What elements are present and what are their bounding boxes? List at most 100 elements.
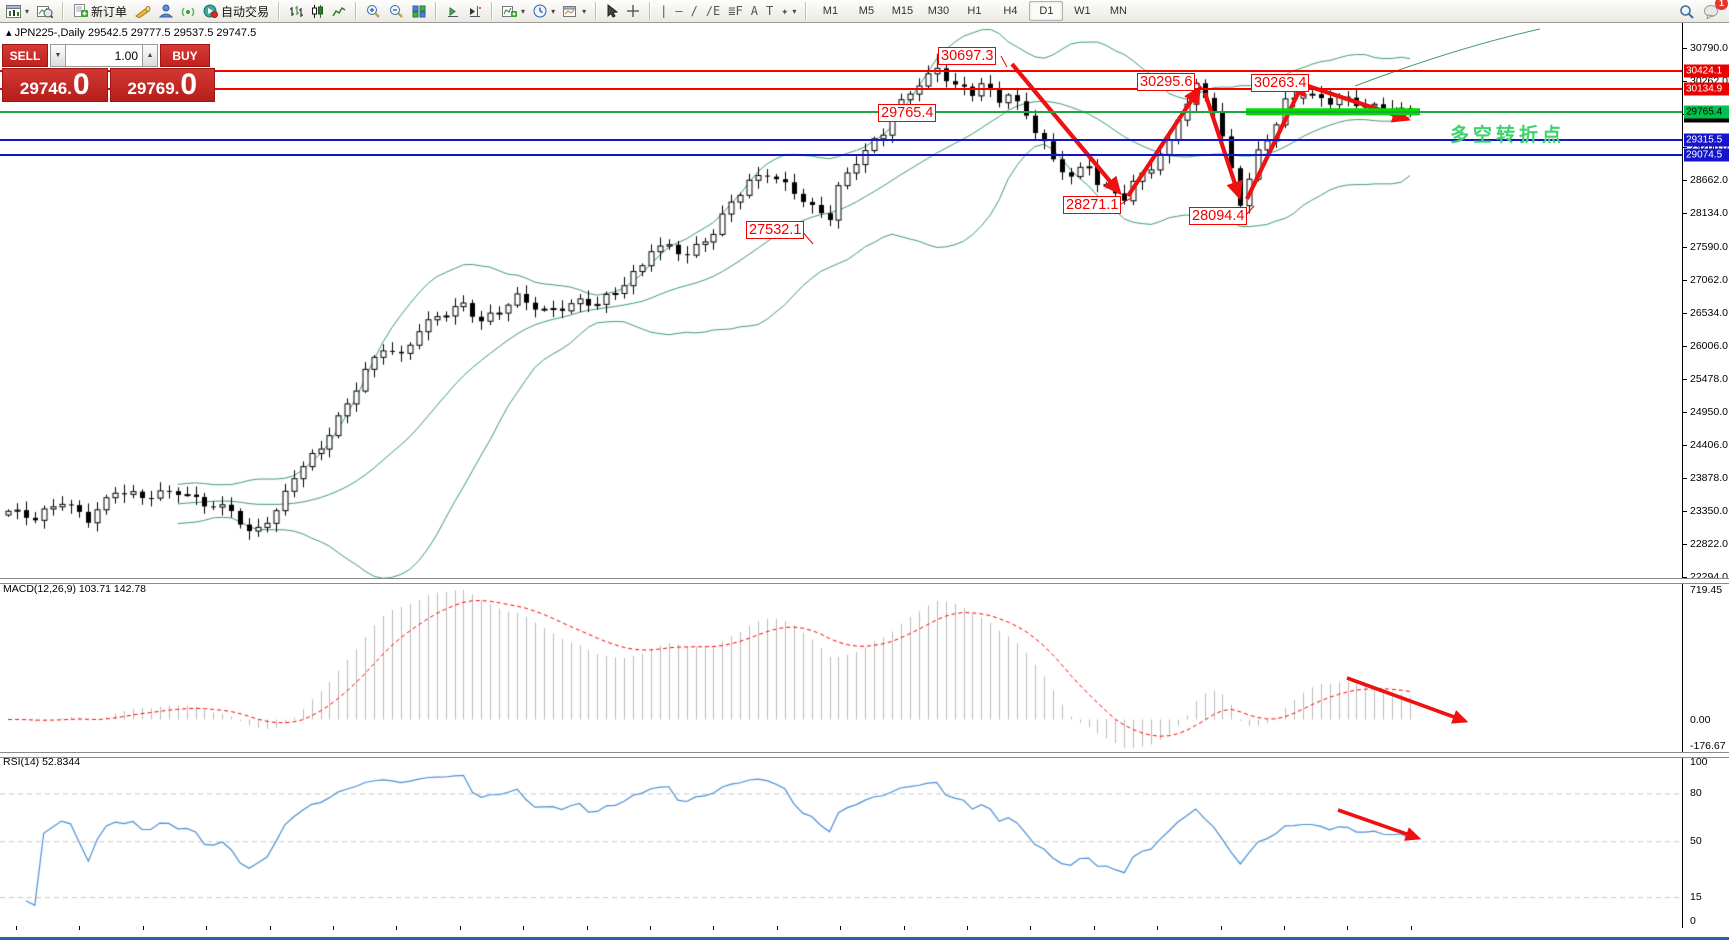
toolbar-separator (278, 2, 281, 20)
toolbar-separator (435, 2, 438, 20)
chart-title: ▴ JPN225-,Daily 29542.5 29777.5 29537.5 … (6, 26, 256, 39)
cursor-button[interactable] (602, 0, 622, 22)
trendline-icon: / (690, 4, 698, 18)
toolbar-separator (62, 2, 65, 20)
broadcast-icon (181, 7, 195, 17)
rsi-indicator-label: RSI(14) 52.8344 (3, 756, 81, 768)
timeframe-d1[interactable]: D1 (1029, 1, 1064, 21)
volume-increase-button[interactable]: ▲ (142, 44, 158, 67)
autotrading-icon (203, 4, 219, 18)
volume-decrease-button[interactable]: ▼ (50, 44, 66, 67)
timeframe-w1[interactable]: W1 (1074, 5, 1091, 17)
text-tool[interactable]: A (747, 0, 762, 22)
search-icon (1680, 4, 1694, 19)
timeframe-h1[interactable]: H1 (967, 5, 982, 17)
buy-price-main: 29769. (127, 79, 180, 98)
panel-collapse-icon[interactable]: ▴ (6, 27, 12, 39)
sell-price-button[interactable]: 29746. 0 (2, 68, 108, 102)
fibonacci-tool[interactable]: ≣F (724, 0, 746, 22)
notifications-button[interactable]: 1 (1699, 0, 1728, 22)
zoom-in-icon (367, 5, 380, 18)
signals-button[interactable] (155, 0, 177, 22)
bar-chart-button[interactable] (285, 0, 307, 22)
dropdown-caret-icon: ▾ (582, 6, 587, 16)
zoom-out-icon (390, 5, 403, 18)
line-chart-icon (332, 6, 346, 16)
search-button[interactable] (1675, 0, 1699, 22)
arrows-icon: ✦ (781, 4, 789, 18)
candlestick-chart-button[interactable] (307, 0, 328, 22)
tile-windows-button[interactable] (408, 0, 430, 22)
timeframe-m30[interactable]: M30 (927, 5, 950, 17)
text-label-icon: T (765, 4, 774, 18)
toolbar-separator (805, 2, 808, 20)
dropdown-caret-icon: ▾ (521, 6, 526, 16)
channel-tool[interactable]: ∕E (702, 0, 724, 22)
zoom-out-button[interactable] (385, 0, 408, 22)
timeframe-h4[interactable]: H4 (1003, 5, 1018, 17)
toolbar-separator (355, 2, 358, 20)
crosshair-button[interactable] (622, 0, 644, 22)
buy-button[interactable]: BUY (160, 44, 210, 67)
toolbar-separator (595, 2, 598, 20)
sell-button[interactable]: SELL (2, 44, 48, 67)
line-chart-button[interactable] (328, 0, 350, 22)
arrows-tool[interactable]: ✦ ▾ (777, 0, 800, 22)
bar-chart-icon (290, 5, 304, 17)
pane-separator (0, 578, 1729, 584)
toolbar-separator (491, 2, 494, 20)
chat-bubble-icon (1704, 4, 1718, 19)
market-icon (135, 5, 151, 18)
horizontal-line-tool[interactable]: — (671, 0, 686, 22)
broadcast-button[interactable] (177, 0, 199, 22)
indicators-button[interactable]: ▾ (498, 0, 529, 22)
market-button[interactable] (131, 0, 155, 22)
volume-input[interactable] (66, 44, 142, 67)
buy-price-pip: 0 (180, 68, 198, 101)
chart-shift-button[interactable] (464, 0, 486, 22)
chart-area: 30790.0 30262.0 29734.0 29206.0 28662.0 28134… (0, 22, 1729, 940)
buy-price-button[interactable]: 29769. 0 (109, 68, 215, 102)
dropdown-caret-icon: ▾ (551, 6, 556, 16)
signals-icon (159, 4, 174, 18)
cursor-icon (607, 4, 619, 18)
auto-scroll-button[interactable] (442, 0, 464, 22)
dropdown-caret-icon: ▾ (792, 6, 797, 16)
chart-canvas[interactable] (0, 22, 1729, 940)
new-order-icon (74, 4, 89, 17)
templates-button[interactable]: ▾ (559, 0, 590, 22)
text-label-tool[interactable]: T (762, 0, 777, 22)
timeframe-m5[interactable]: M5 (858, 5, 875, 17)
tile-windows-icon (412, 5, 426, 17)
text-icon: A (750, 4, 758, 18)
chart-window-button[interactable]: ▾ (2, 0, 33, 22)
ohlc-values: 29542.5 29777.5 29537.5 29747.5 (87, 27, 257, 39)
candlestick-chart-icon (312, 4, 324, 18)
zoom-in-button[interactable] (362, 0, 385, 22)
timeframe-mn[interactable]: MN (1109, 5, 1127, 17)
dropdown-caret-icon: ▾ (25, 6, 30, 16)
templates-icon (563, 5, 577, 17)
fibonacci-icon: ≣F (728, 4, 743, 18)
profile-button[interactable] (33, 0, 57, 22)
sell-price-main: 29746. (19, 79, 72, 98)
annotation-note: 多空转折点 (1450, 125, 1566, 146)
horizontal-line-icon: — (675, 4, 683, 18)
clock-icon (533, 4, 547, 18)
indicators-icon (502, 5, 518, 17)
timeframe-m1[interactable]: M1 (822, 5, 839, 17)
timeframe-m15[interactable]: M15 (891, 5, 914, 17)
pane-separator (0, 752, 1729, 758)
chart-window-icon (6, 4, 21, 18)
one-click-trading-panel: SELL ▼ ▲ BUY 29746. 0 29769. 0 (2, 44, 215, 102)
new-order-button[interactable]: 新订单 (69, 0, 131, 22)
main-toolbar: ▾ 新订单 自动交易 (0, 0, 1729, 23)
autotrading-button[interactable]: 自动交易 (199, 0, 273, 22)
timeframe-group: M1 M5 M15 M30 H1 H4 D1 W1 MN (810, 0, 1138, 22)
vertical-line-tool[interactable]: | (656, 0, 671, 22)
notification-badge: 1 (1715, 0, 1728, 10)
periods-button[interactable]: ▾ (529, 0, 559, 22)
trendline-tool[interactable]: / (687, 0, 702, 22)
chart-profile-icon (37, 6, 54, 18)
vertical-line-icon: | (660, 4, 668, 18)
